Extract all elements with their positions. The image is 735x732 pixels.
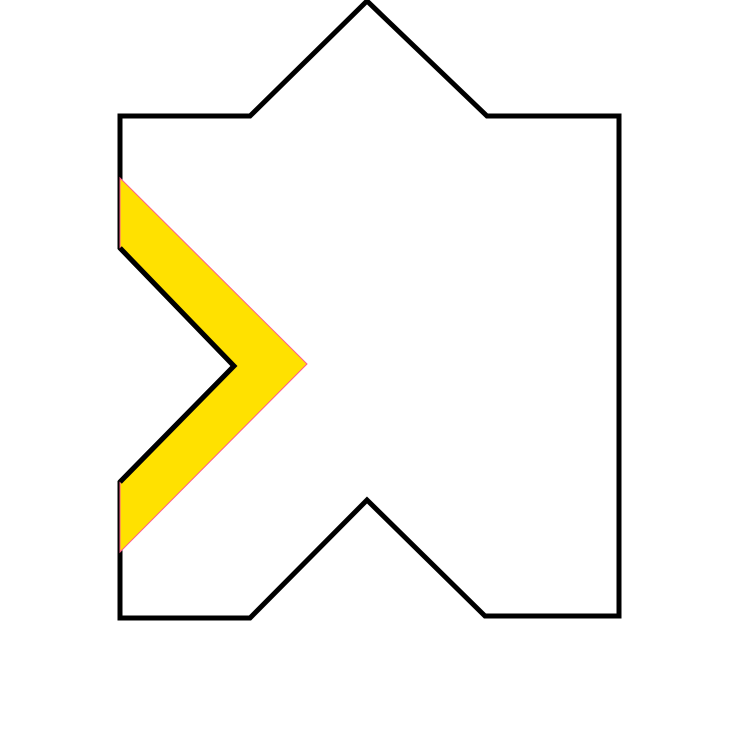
shape-inner-edge xyxy=(118,246,238,484)
